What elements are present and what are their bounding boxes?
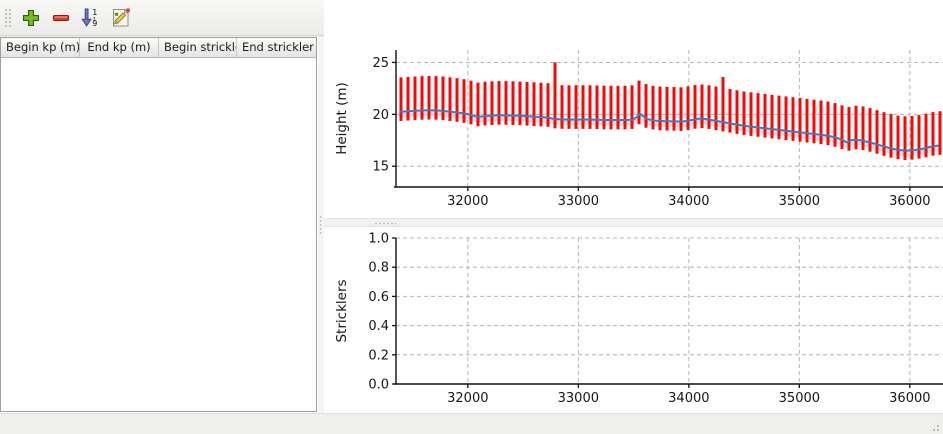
x-axis-tick-label: 34000 xyxy=(668,194,709,209)
edit-button[interactable] xyxy=(106,3,136,33)
svg-text:1: 1 xyxy=(92,8,97,17)
sort-button[interactable]: 1 9 xyxy=(76,3,106,33)
stricklers-chart-canvas: 0.0 0.2 0.4 0.6 0.8 1.0 32000 33000 34000 35000 36… xyxy=(334,232,943,406)
height-chart-canvas: 15 20 25 32000 33000 34000 35000 36000 Height (m… xyxy=(334,50,943,209)
column-header-end-strickler[interactable]: End strickler xyxy=(237,38,316,58)
window-resize-grip-icon[interactable] xyxy=(928,420,941,433)
y-axis-tick-label: 20 xyxy=(372,108,389,123)
x-axis-tick-label: 33000 xyxy=(558,391,599,406)
table-column-header-row: Begin kp (m) End kp (m) Begin strickle E… xyxy=(1,38,316,58)
y-axis-tick-label: 0.8 xyxy=(368,261,389,276)
add-row-button[interactable] xyxy=(16,3,46,33)
x-axis-tick-label: 33000 xyxy=(558,194,599,209)
plus-icon xyxy=(23,9,39,26)
minus-icon xyxy=(53,14,69,21)
x-axis-tick-label: 34000 xyxy=(668,391,709,406)
x-axis-tick-label: 35000 xyxy=(779,194,820,209)
y-axis-tick-label: 0.4 xyxy=(368,319,389,334)
height-chart-panel[interactable]: 15 20 25 32000 33000 34000 35000 36000 Height (m… xyxy=(324,30,943,218)
y-axis-tick-label: 0.0 xyxy=(368,378,389,393)
horizontal-splitter-grip-icon xyxy=(374,222,396,225)
y-axis-title: Stricklers xyxy=(334,279,350,342)
column-header-begin-kp[interactable]: Begin kp (m) xyxy=(1,38,80,58)
y-axis-tick-label: 1.0 xyxy=(368,232,389,247)
x-axis-tick-label: 32000 xyxy=(447,194,488,209)
column-header-begin-strickler[interactable]: Begin strickle xyxy=(159,38,237,58)
x-axis-tick-label: 32000 xyxy=(447,391,488,406)
x-axis-tick-label: 36000 xyxy=(889,391,930,406)
table-body-empty[interactable] xyxy=(1,58,316,411)
status-bar xyxy=(0,413,943,434)
svg-text:9: 9 xyxy=(92,19,97,28)
vertical-splitter[interactable] xyxy=(318,37,324,413)
sort-ascending-icon: 1 9 xyxy=(81,8,97,28)
water-level-bars xyxy=(399,62,942,160)
bed-level-line xyxy=(399,109,939,152)
y-axis-tick-label: 0.6 xyxy=(368,290,389,305)
table-panel: Begin kp (m) End kp (m) Begin strickle E… xyxy=(0,37,318,413)
horizontal-splitter[interactable] xyxy=(324,218,943,227)
column-header-end-kp[interactable]: End kp (m) xyxy=(80,38,159,58)
x-axis-tick-label: 35000 xyxy=(779,391,820,406)
remove-row-button[interactable] xyxy=(46,3,76,33)
y-axis-tick-label: 15 xyxy=(372,160,389,175)
stricklers-chart-panel[interactable]: 0.0 0.2 0.4 0.6 0.8 1.0 32000 33000 34000 35000 36… xyxy=(324,227,943,413)
vertical-splitter-grip-icon xyxy=(319,215,322,235)
y-axis-tick-label: 0.2 xyxy=(368,348,389,363)
toolbar-drag-handle[interactable] xyxy=(3,6,12,29)
y-axis-tick-label: 25 xyxy=(372,56,389,71)
y-axis-title: Height (m) xyxy=(334,82,350,155)
chart-area-top-margin xyxy=(324,0,943,30)
reaches-table[interactable]: Begin kp (m) End kp (m) Begin strickle E… xyxy=(0,37,317,412)
edit-note-icon xyxy=(113,7,131,26)
x-axis-tick-label: 36000 xyxy=(889,194,930,209)
